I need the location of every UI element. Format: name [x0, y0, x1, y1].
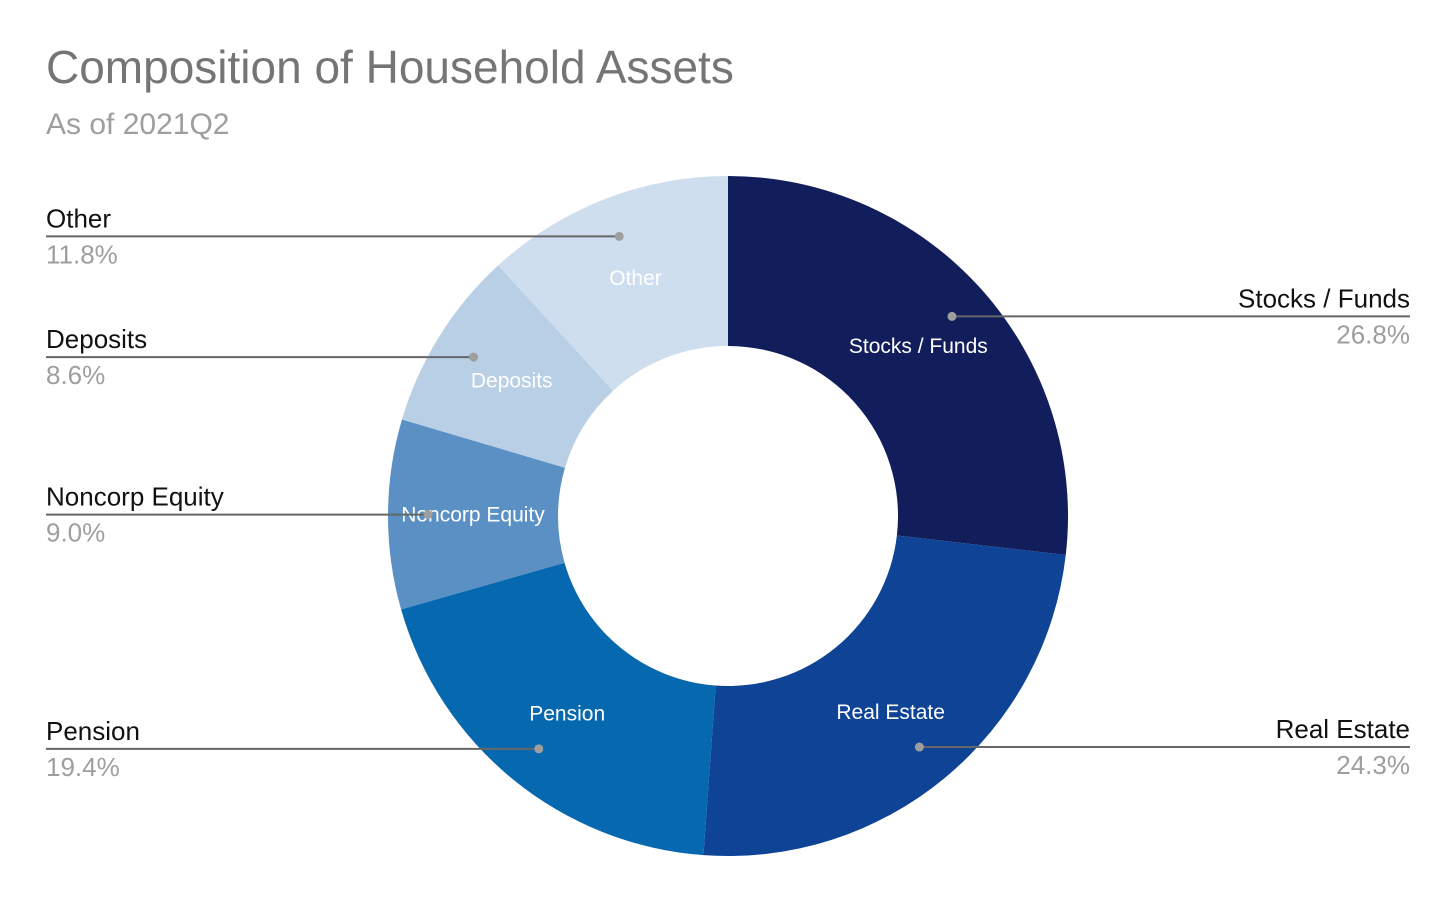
slice-label-pension: Pension — [529, 702, 605, 725]
callout-name-pension: Pension — [46, 716, 140, 746]
callout-value-real-estate: 24.3% — [1336, 750, 1410, 780]
callout-name-real-estate: Real Estate — [1276, 714, 1410, 744]
callout-value-deposits: 8.6% — [46, 360, 105, 390]
slice-other[interactable] — [498, 176, 728, 391]
slice-label-stocks-funds: Stocks / Funds — [849, 335, 988, 358]
callout-value-stocks-funds: 26.8% — [1336, 319, 1410, 349]
leader-dot-pension — [534, 744, 544, 754]
slices-group — [388, 176, 1068, 857]
callout-name-deposits: Deposits — [46, 324, 147, 354]
leader-dot-deposits — [469, 352, 479, 362]
leader-dot-real-estate — [914, 742, 924, 752]
callout-name-stocks-funds: Stocks / Funds — [1238, 283, 1410, 313]
leader-dot-noncorp-equity — [423, 510, 433, 520]
slice-stocks-funds[interactable] — [728, 176, 1068, 555]
slice-label-noncorp-equity: Noncorp Equity — [401, 503, 545, 526]
inner-labels-group: Stocks / Funds Real Estate Pension Noncorp … — [401, 267, 988, 726]
slice-pension[interactable] — [401, 562, 716, 856]
callouts-group: Stocks / Funds 26.8% Real Estate 24.3% Pensi… — [46, 203, 1410, 782]
slice-deposits[interactable] — [401, 265, 614, 468]
callout-name-noncorp-equity: Noncorp Equity — [46, 482, 224, 512]
chart-title: Composition of Household Assets — [46, 41, 734, 93]
slice-label-real-estate: Real Estate — [836, 701, 945, 724]
slice-real-estate[interactable] — [703, 535, 1066, 857]
callout-value-pension: 19.4% — [46, 752, 120, 782]
callout-name-other: Other — [46, 203, 111, 233]
leader-dot-other — [614, 231, 624, 241]
leader-dot-stocks-funds — [947, 311, 957, 321]
slice-label-deposits: Deposits — [471, 369, 553, 392]
slice-noncorp-equity[interactable] — [388, 419, 565, 610]
callout-value-other: 11.8% — [46, 239, 118, 269]
callout-value-noncorp-equity: 9.0% — [46, 518, 105, 548]
slice-label-other: Other — [609, 267, 662, 290]
chart-subtitle: As of 2021Q2 — [46, 108, 230, 141]
